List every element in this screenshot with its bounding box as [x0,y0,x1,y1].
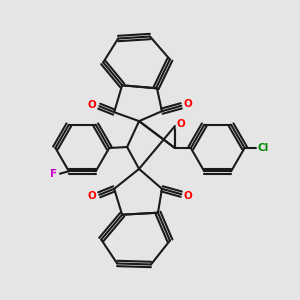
Text: O: O [184,99,192,109]
Text: O: O [87,100,96,110]
Text: Cl: Cl [258,143,269,153]
Text: F: F [50,169,58,179]
Text: O: O [184,191,192,201]
Text: O: O [176,119,185,129]
Text: O: O [87,191,96,201]
